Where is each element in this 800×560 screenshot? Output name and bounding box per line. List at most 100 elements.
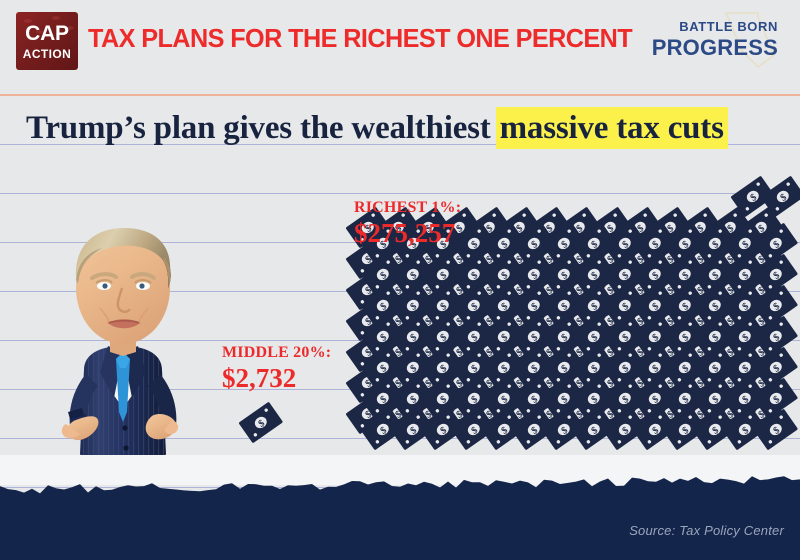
source-credit: Source: Tax Policy Center — [629, 523, 784, 538]
svg-text:$: $ — [454, 409, 464, 421]
svg-text:$: $ — [620, 424, 630, 436]
svg-text:$: $ — [409, 331, 419, 343]
svg-text:$: $ — [771, 424, 781, 436]
svg-text:$: $ — [741, 300, 751, 312]
svg-text:$: $ — [409, 269, 419, 281]
svg-text:$: $ — [409, 300, 419, 312]
svg-text:$: $ — [499, 269, 509, 281]
svg-text:$: $ — [726, 409, 736, 421]
svg-text:$: $ — [379, 300, 389, 312]
svg-text:$: $ — [484, 378, 494, 390]
svg-text:$: $ — [778, 192, 788, 204]
svg-text:$: $ — [666, 316, 676, 328]
svg-text:$: $ — [590, 393, 600, 405]
svg-text:$: $ — [726, 285, 736, 297]
svg-text:$: $ — [650, 331, 660, 343]
svg-text:$: $ — [515, 378, 525, 390]
svg-text:$: $ — [439, 331, 449, 343]
svg-text:$: $ — [530, 238, 540, 250]
svg-text:$: $ — [545, 409, 555, 421]
svg-text:$: $ — [469, 331, 479, 343]
svg-text:$: $ — [394, 409, 404, 421]
svg-text:$: $ — [394, 378, 404, 390]
svg-text:$: $ — [650, 393, 660, 405]
svg-text:$: $ — [711, 424, 721, 436]
svg-text:$: $ — [560, 269, 570, 281]
svg-text:$: $ — [711, 362, 721, 374]
svg-text:$: $ — [650, 300, 660, 312]
svg-text:$: $ — [605, 254, 615, 266]
svg-text:$: $ — [681, 424, 691, 436]
svg-text:$: $ — [726, 316, 736, 328]
svg-text:$: $ — [409, 362, 419, 374]
svg-text:$: $ — [590, 331, 600, 343]
svg-text:$: $ — [439, 238, 449, 250]
svg-text:$: $ — [364, 378, 374, 390]
svg-text:$: $ — [545, 316, 555, 328]
svg-text:$: $ — [575, 285, 585, 297]
ruled-line — [0, 144, 800, 145]
stat-richest-1-percent: RICHEST 1%: $275,257 — [354, 200, 461, 247]
svg-text:$: $ — [499, 393, 509, 405]
svg-text:$: $ — [484, 254, 494, 266]
svg-text:$: $ — [454, 316, 464, 328]
footer-band — [0, 455, 800, 560]
svg-text:$: $ — [711, 300, 721, 312]
money-icon-chart: $ $ $ $ $ $ $ $ $ $ $ $ $ $ $ $ $ $ $ $ $ $ $ $ $ $ $ $ $ $ $ $ $ $ $ $ $ $ $ $… — [0, 96, 800, 494]
svg-text:$: $ — [257, 418, 267, 430]
svg-text:$: $ — [424, 378, 434, 390]
svg-text:$: $ — [454, 254, 464, 266]
svg-text:$: $ — [545, 223, 555, 235]
svg-text:$: $ — [620, 362, 630, 374]
svg-text:$: $ — [620, 300, 630, 312]
page-title: TAX PLANS FOR THE RICHEST ONE PERCENT — [88, 23, 633, 53]
svg-text:$: $ — [696, 347, 706, 359]
trump-illustration — [61, 228, 179, 466]
svg-text:$: $ — [515, 285, 525, 297]
svg-text:$: $ — [711, 238, 721, 250]
svg-text:$: $ — [364, 409, 374, 421]
svg-text:$: $ — [741, 393, 751, 405]
svg-text:$: $ — [364, 316, 374, 328]
svg-text:$: $ — [590, 238, 600, 250]
svg-text:$: $ — [530, 300, 540, 312]
svg-text:$: $ — [741, 269, 751, 281]
svg-text:$: $ — [364, 223, 374, 235]
svg-text:$: $ — [756, 223, 766, 235]
svg-text:$: $ — [590, 362, 600, 374]
svg-text:$: $ — [741, 424, 751, 436]
svg-text:$: $ — [499, 331, 509, 343]
stat-middle-caption: MIDDLE 20%: — [222, 344, 332, 361]
svg-text:$: $ — [439, 362, 449, 374]
svg-text:$: $ — [741, 238, 751, 250]
svg-text:$: $ — [666, 254, 676, 266]
svg-text:$: $ — [756, 254, 766, 266]
svg-text:$: $ — [620, 269, 630, 281]
svg-text:$: $ — [545, 378, 555, 390]
svg-text:$: $ — [635, 285, 645, 297]
svg-text:$: $ — [439, 269, 449, 281]
cap-action-logo[interactable]: CAP ACTION — [16, 12, 78, 70]
svg-text:$: $ — [771, 238, 781, 250]
svg-text:$: $ — [515, 254, 525, 266]
svg-text:$: $ — [530, 331, 540, 343]
svg-text:$: $ — [635, 223, 645, 235]
svg-text:$: $ — [726, 378, 736, 390]
svg-text:$: $ — [681, 393, 691, 405]
svg-text:$: $ — [605, 316, 615, 328]
svg-text:$: $ — [364, 347, 374, 359]
svg-text:$: $ — [515, 409, 525, 421]
svg-text:$: $ — [409, 424, 419, 436]
svg-text:$: $ — [605, 285, 615, 297]
svg-text:$: $ — [379, 393, 389, 405]
headline-plain-text: Trump’s plan gives the wealthiest — [26, 110, 499, 146]
svg-text:$: $ — [484, 316, 494, 328]
svg-text:$: $ — [454, 347, 464, 359]
svg-text:$: $ — [515, 223, 525, 235]
svg-text:$: $ — [575, 223, 585, 235]
svg-text:$: $ — [439, 424, 449, 436]
svg-text:$: $ — [726, 254, 736, 266]
battle-born-progress-logo[interactable]: BATTLE BORN PROGRESS — [646, 12, 786, 70]
svg-text:$: $ — [756, 285, 766, 297]
svg-text:$: $ — [515, 347, 525, 359]
